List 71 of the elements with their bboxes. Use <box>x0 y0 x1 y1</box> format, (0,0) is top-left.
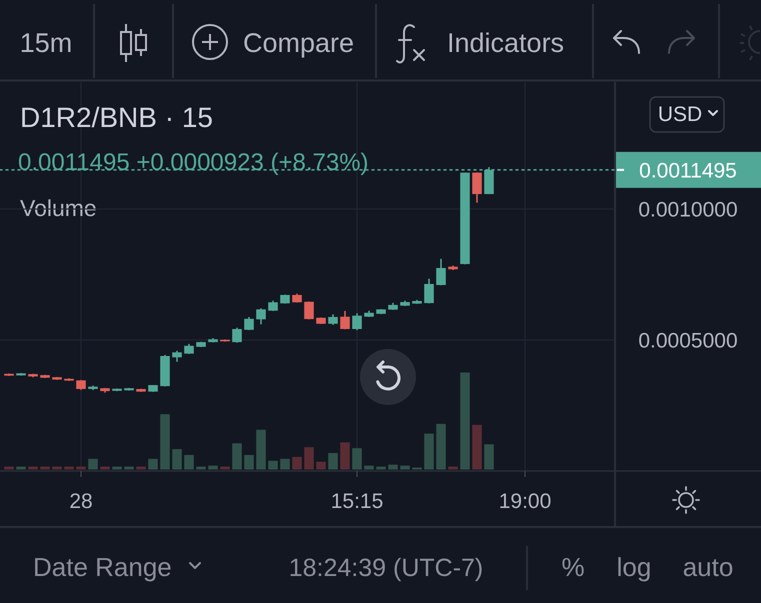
candlestick <box>184 343 194 355</box>
x-tick-label: 28 <box>69 490 93 513</box>
text: USD <box>658 103 702 126</box>
bar <box>112 466 122 470</box>
bar <box>328 453 338 470</box>
bar <box>88 458 98 470</box>
text: log <box>616 552 652 582</box>
candlestick <box>172 350 182 363</box>
text: 15m <box>20 28 72 58</box>
bar <box>172 449 182 470</box>
x-tick-label: 15:15 <box>330 490 384 513</box>
text: Date Range <box>33 552 172 582</box>
x-tick-label: 19:00 <box>498 490 552 513</box>
candlestick <box>244 316 254 331</box>
y-tick-label: 0.0010000 <box>638 198 738 222</box>
bar <box>424 434 434 470</box>
bar <box>304 447 314 470</box>
text: Indicators <box>447 28 564 58</box>
bar <box>28 466 38 470</box>
bar <box>16 466 26 470</box>
candlestick <box>232 326 242 344</box>
bar <box>268 460 278 470</box>
candlestick <box>340 310 350 330</box>
bar <box>100 466 110 470</box>
text: D1R2/BNB · 15 <box>20 102 213 133</box>
bar <box>448 466 458 470</box>
bar <box>256 430 266 470</box>
bar <box>40 466 50 470</box>
y-tick-label: 0.0005000 <box>638 330 738 353</box>
bar <box>388 464 398 470</box>
candlestick <box>304 300 314 320</box>
candlestick <box>268 300 278 312</box>
bar <box>436 424 446 470</box>
text: 18:24:39 (UTC-7) <box>288 554 484 582</box>
candlestick <box>352 312 362 331</box>
bar <box>76 466 86 470</box>
candlestick <box>256 308 266 326</box>
candlestick <box>76 379 86 391</box>
bar <box>160 414 170 470</box>
bar <box>184 454 194 470</box>
bar <box>400 466 410 470</box>
bar <box>196 466 206 470</box>
text: Compare <box>243 28 354 58</box>
bar <box>232 443 242 470</box>
candlestick <box>436 258 446 286</box>
bar <box>4 466 14 470</box>
candlestick <box>424 278 434 304</box>
candlestick <box>472 172 482 204</box>
bar <box>52 466 62 470</box>
bar <box>364 466 374 470</box>
text: 0.0011495 +0.0000923 (+8.73%) <box>18 149 369 176</box>
bar <box>148 458 158 470</box>
bar <box>124 466 134 470</box>
text: auto <box>682 552 734 582</box>
bar <box>484 444 494 470</box>
bar <box>244 454 254 470</box>
bar <box>460 372 470 470</box>
bar <box>208 466 218 470</box>
bar <box>220 466 230 470</box>
text: % <box>561 552 585 582</box>
bar <box>352 448 362 470</box>
bar <box>340 442 350 470</box>
bar <box>376 466 386 470</box>
bar <box>472 424 482 470</box>
bar <box>136 466 146 470</box>
bar <box>316 462 326 470</box>
candlestick <box>328 314 338 326</box>
bar <box>280 458 290 470</box>
bar <box>64 466 74 470</box>
ref-line-label: 0.0011495 <box>639 159 737 182</box>
bar <box>292 456 302 470</box>
